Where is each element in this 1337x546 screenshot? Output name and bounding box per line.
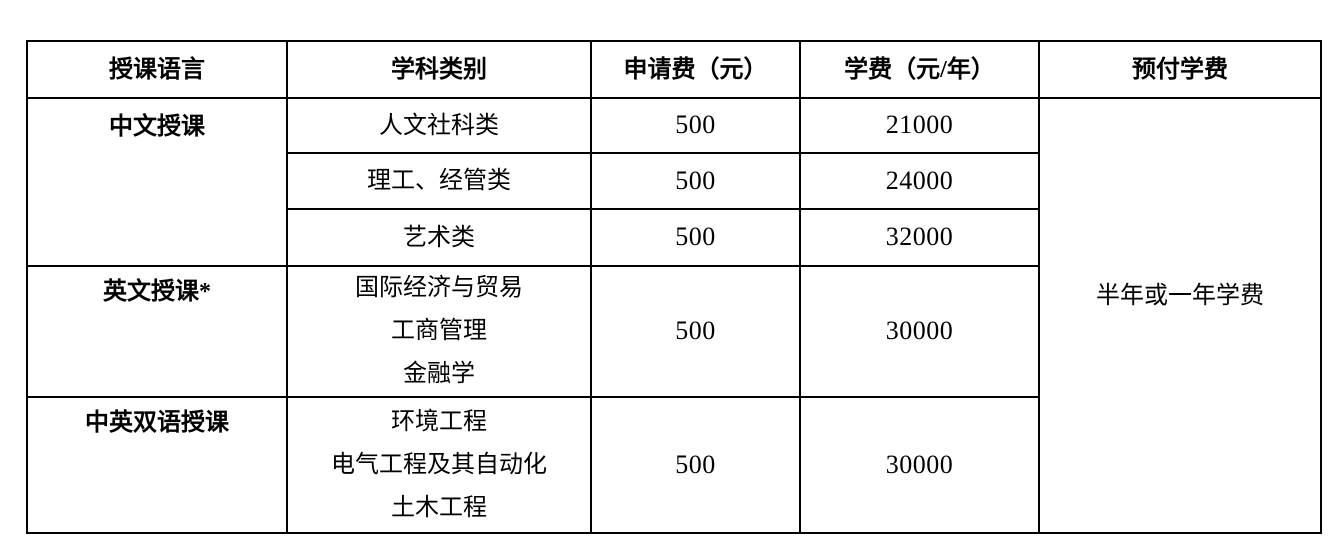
header-prepaid: 预付学费 bbox=[1038, 40, 1322, 99]
cell-category-bilingual-programs: 环境工程 电气工程及其自动化 土木工程 bbox=[286, 396, 592, 534]
category-line: 金融学 bbox=[403, 361, 475, 387]
header-row: 授课语言 学科类别 申请费（元） 学费（元/年） 预付学费 bbox=[26, 40, 1322, 99]
cell-application-fee-arts: 500 bbox=[590, 208, 801, 267]
cell-category-science: 理工、经管类 bbox=[286, 152, 592, 210]
cell-category-humanities: 人文社科类 bbox=[286, 97, 592, 154]
header-category: 学科类别 bbox=[286, 40, 592, 99]
category-line: 土木工程 bbox=[391, 494, 487, 521]
table-row-bilingual: 中英双语授课 环境工程 电气工程及其自动化 土木工程 500 30000 bbox=[26, 396, 1321, 534]
category-line: 工商管理 bbox=[391, 318, 487, 344]
cell-application-fee-humanities: 500 bbox=[590, 97, 801, 154]
cell-application-fee-science: 500 bbox=[590, 152, 801, 210]
table-row-chinese-3: 艺术类 500 32000 bbox=[27, 208, 1321, 267]
cell-tuition-science: 24000 bbox=[799, 152, 1040, 210]
header-tuition: 学费（元/年） bbox=[799, 40, 1040, 99]
cell-language-chinese: 中文授课 bbox=[26, 97, 288, 267]
category-line: 环境工程 bbox=[391, 408, 487, 435]
header-application-fee: 申请费（元） bbox=[590, 40, 801, 99]
cell-application-fee-bilingual: 500 bbox=[590, 396, 801, 534]
cell-tuition-bilingual: 30000 bbox=[799, 396, 1040, 534]
cell-language-bilingual: 中英双语授课 bbox=[26, 396, 288, 534]
table-row-english: 英文授课* 国际经济与贸易 工商管理 金融学 500 30000 bbox=[26, 265, 1321, 398]
cell-category-arts: 艺术类 bbox=[286, 208, 592, 267]
cell-tuition-english: 30000 bbox=[799, 265, 1040, 398]
cell-language-english: 英文授课* bbox=[26, 265, 288, 398]
tuition-fee-table: 授课语言 学科类别 申请费（元） 学费（元/年） 预付学费 中文授课 人文社科类… bbox=[26, 40, 1322, 534]
cell-application-fee-english: 500 bbox=[590, 265, 801, 398]
cell-category-english-programs: 国际经济与贸易 工商管理 金融学 bbox=[286, 265, 592, 398]
header-language: 授课语言 bbox=[26, 40, 288, 99]
category-line: 电气工程及其自动化 bbox=[331, 451, 547, 478]
category-line: 国际经济与贸易 bbox=[355, 275, 523, 301]
fee-table-container: 授课语言 学科类别 申请费（元） 学费（元/年） 预付学费 中文授课 人文社科类… bbox=[26, 40, 1322, 534]
cell-tuition-humanities: 21000 bbox=[799, 97, 1040, 154]
cell-tuition-arts: 32000 bbox=[799, 208, 1040, 267]
table-row-chinese-1: 中文授课 人文社科类 500 21000 半年或一年学费 bbox=[26, 97, 1322, 534]
table-row-chinese-2: 理工、经管类 500 24000 bbox=[27, 152, 1321, 210]
cell-prepaid-tuition: 半年或一年学费 bbox=[1038, 97, 1322, 534]
